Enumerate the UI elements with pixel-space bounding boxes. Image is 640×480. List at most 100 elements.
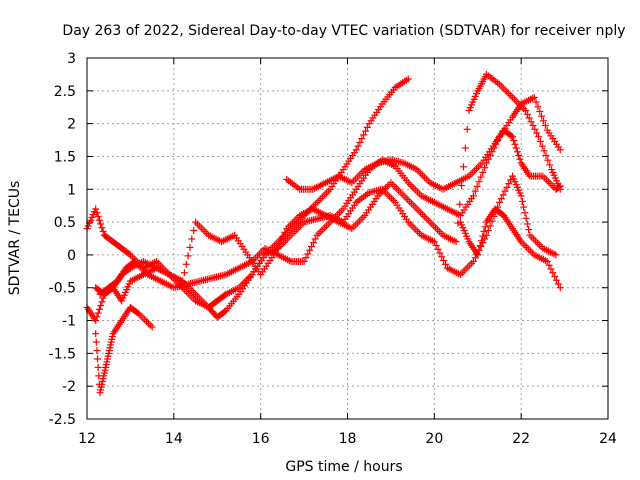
- x-tick-label: 24: [599, 431, 617, 447]
- data-point: [469, 257, 477, 265]
- data-point: [508, 133, 516, 141]
- data-point: [538, 112, 546, 120]
- data-point: [544, 156, 552, 164]
- data-point: [553, 276, 561, 284]
- y-tick-label: 2: [67, 117, 76, 133]
- data-point: [186, 243, 194, 251]
- data-point: [551, 272, 559, 280]
- y-tick-label: -2.5: [49, 412, 76, 428]
- data-point: [182, 260, 190, 268]
- y-tick-label: -1.5: [49, 346, 76, 362]
- data-point: [97, 302, 105, 310]
- chart-title: Day 263 of 2022, Sidereal Day-to-day VTE…: [62, 23, 625, 39]
- data-point: [499, 191, 507, 199]
- data-point: [513, 148, 521, 156]
- data-point: [518, 197, 526, 205]
- data-point: [461, 144, 469, 152]
- series-track-6: [283, 126, 564, 193]
- data-point: [476, 242, 484, 250]
- data-point: [556, 146, 564, 154]
- data-point: [510, 137, 518, 145]
- data-point: [495, 198, 503, 206]
- data-point: [436, 249, 444, 257]
- data-point: [94, 355, 102, 363]
- data-point: [469, 192, 477, 200]
- data-point: [503, 183, 511, 191]
- data-point: [535, 133, 543, 141]
- data-point: [482, 231, 490, 239]
- y-tick-label: -0.5: [49, 281, 76, 297]
- y-tick-label: 1: [67, 182, 76, 198]
- data-point: [184, 252, 192, 260]
- data-point: [404, 75, 412, 83]
- data-point: [501, 187, 509, 195]
- data-point: [452, 238, 460, 246]
- y-tick-label: 2.5: [54, 84, 76, 100]
- data-point: [463, 125, 471, 133]
- data-point: [92, 338, 100, 346]
- x-tick-label: 22: [512, 431, 530, 447]
- data-point: [279, 232, 287, 240]
- data-point: [430, 238, 438, 246]
- data-point: [477, 237, 485, 245]
- data-point: [95, 216, 103, 224]
- data-point: [188, 235, 196, 243]
- data-point: [272, 247, 280, 255]
- data-point: [356, 138, 364, 146]
- data-point: [477, 242, 485, 250]
- data-point: [543, 257, 551, 265]
- data-point: [546, 161, 554, 169]
- data-point: [475, 246, 483, 254]
- data-point: [521, 209, 529, 217]
- data-point: [481, 164, 489, 172]
- x-tick-label: 16: [252, 431, 270, 447]
- data-point: [98, 298, 106, 306]
- data-point: [542, 152, 550, 160]
- plot-frame: [86, 57, 609, 420]
- data-point: [545, 261, 553, 269]
- data-point: [281, 228, 289, 236]
- data-point: [432, 242, 440, 250]
- data-point: [473, 182, 481, 190]
- y-tick-label: 0.5: [54, 215, 76, 231]
- data-point: [536, 107, 544, 115]
- data-point: [456, 200, 464, 208]
- x-tick-label: 20: [425, 431, 443, 447]
- y-tick-label: 0: [67, 248, 76, 264]
- data-point: [474, 251, 482, 259]
- data-point: [517, 192, 525, 200]
- data-point: [459, 163, 467, 171]
- data-point: [93, 313, 101, 321]
- data-point: [97, 220, 105, 228]
- data-point: [525, 226, 533, 234]
- data-point: [516, 155, 524, 163]
- series-track-7: [456, 205, 564, 292]
- x-tick-label: 12: [78, 431, 96, 447]
- data-point: [541, 122, 549, 130]
- data-point: [497, 195, 505, 203]
- data-point: [358, 135, 366, 143]
- data-point: [533, 129, 541, 137]
- data-point: [511, 140, 519, 148]
- y-tick-label: -1: [62, 314, 76, 330]
- data-point: [479, 232, 487, 240]
- data-point: [534, 103, 542, 111]
- data-point: [477, 173, 485, 181]
- data-point: [354, 142, 362, 150]
- data-point: [300, 257, 308, 265]
- data-point: [148, 323, 156, 331]
- data-point: [99, 227, 107, 235]
- data-point: [522, 214, 530, 222]
- data-point: [520, 203, 528, 211]
- data-point: [536, 137, 544, 145]
- data-point: [94, 212, 102, 220]
- data-point: [180, 269, 188, 277]
- y-tick-label: 1.5: [54, 149, 76, 165]
- data-point: [480, 227, 488, 235]
- data-point: [523, 110, 531, 118]
- data-point: [95, 305, 103, 313]
- data-point: [475, 178, 483, 186]
- x-tick-label: 14: [165, 431, 183, 447]
- data-points: [83, 70, 564, 397]
- data-point: [179, 277, 187, 285]
